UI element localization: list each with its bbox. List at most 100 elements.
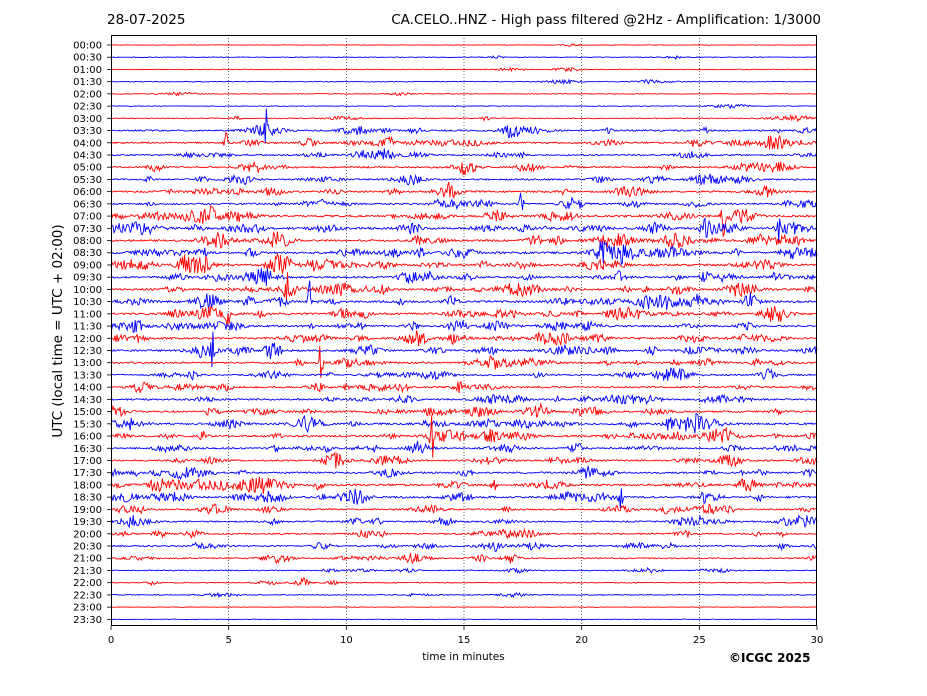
y-tick-label: 12:30 bbox=[73, 346, 102, 357]
y-tick-label: 06:00 bbox=[73, 187, 102, 198]
y-tick-label: 10:30 bbox=[73, 297, 102, 308]
trace-14:00 bbox=[110, 380, 818, 394]
trace-11:00 bbox=[110, 306, 818, 328]
y-tick-label: 16:00 bbox=[73, 432, 102, 443]
x-tick-layer: 0 5 10 15 20 25 30 bbox=[108, 626, 824, 646]
y-tick-label: 05:30 bbox=[73, 175, 102, 186]
trace-08:30 bbox=[110, 241, 818, 266]
y-tick-label: 08:30 bbox=[73, 248, 102, 259]
y-axis-label: UTC (local time = UTC + 02:00) bbox=[50, 224, 66, 437]
trace-00:00 bbox=[110, 43, 818, 47]
trace-04:00 bbox=[110, 131, 818, 150]
y-tick-label: 16:30 bbox=[73, 444, 102, 455]
trace-16:30 bbox=[110, 441, 818, 454]
y-tick-label: 01:30 bbox=[73, 77, 102, 88]
y-tick-label: 20:00 bbox=[73, 529, 102, 540]
y-tick-label: 20:30 bbox=[73, 542, 102, 553]
y-tick-label: 18:30 bbox=[73, 493, 102, 504]
y-tick-label: 11:00 bbox=[73, 309, 102, 320]
trace-09:00 bbox=[110, 252, 818, 274]
y-tick-label: 07:30 bbox=[73, 224, 102, 235]
trace-03:30 bbox=[110, 108, 818, 144]
y-tick-label: 23:00 bbox=[73, 603, 102, 614]
y-tick-label: 13:00 bbox=[73, 358, 102, 369]
trace-21:30 bbox=[110, 566, 817, 574]
trace-22:30 bbox=[110, 591, 817, 599]
y-tick-label: 13:30 bbox=[73, 370, 102, 381]
y-tick-label: 07:00 bbox=[73, 212, 102, 223]
trace-02:00 bbox=[110, 91, 818, 97]
y-tick-label: 03:00 bbox=[73, 114, 102, 125]
trace-13:00 bbox=[110, 346, 818, 378]
y-tick-label: 02:00 bbox=[73, 89, 102, 100]
x-tick-label: 5 bbox=[225, 635, 231, 646]
trace-01:00 bbox=[110, 66, 818, 73]
trace-19:30 bbox=[110, 514, 818, 529]
chart-date: 28-07-2025 bbox=[107, 12, 186, 28]
trace-23:00 bbox=[110, 606, 818, 608]
trace-04:30 bbox=[110, 148, 818, 160]
y-tick-label: 19:00 bbox=[73, 505, 102, 516]
plot-frame bbox=[111, 35, 817, 626]
x-tick-label: 15 bbox=[458, 635, 471, 646]
y-tick-label: 21:30 bbox=[73, 566, 102, 577]
y-tick-label: 14:30 bbox=[73, 395, 102, 406]
trace-11:30 bbox=[110, 319, 818, 333]
trace-23:30 bbox=[111, 618, 818, 621]
y-tick-label: 02:30 bbox=[73, 102, 102, 113]
trace-18:00 bbox=[110, 476, 818, 495]
y-tick-label: 17:00 bbox=[73, 456, 102, 467]
y-tick-label: 03:30 bbox=[73, 126, 102, 137]
trace-07:00 bbox=[110, 204, 818, 237]
x-tick-label: 10 bbox=[340, 635, 353, 646]
y-tick-label: 04:30 bbox=[73, 150, 102, 161]
y-tick-label: 05:00 bbox=[73, 163, 102, 174]
trace-06:00 bbox=[110, 181, 818, 199]
trace-12:30 bbox=[110, 331, 818, 368]
y-tick-label: 00:00 bbox=[73, 41, 102, 52]
y-tick-label: 14:00 bbox=[73, 383, 102, 394]
trace-02:30 bbox=[110, 103, 818, 110]
x-axis-label: time in minutes bbox=[422, 651, 504, 663]
trace-09:30 bbox=[110, 268, 818, 286]
y-tick-label: 18:00 bbox=[73, 480, 102, 491]
y-tick-label: 01:00 bbox=[73, 65, 102, 76]
y-tick-label: 23:30 bbox=[73, 615, 102, 626]
y-tick-label: 19:30 bbox=[73, 517, 102, 528]
trace-20:30 bbox=[110, 541, 818, 553]
copyright-text: ©ICGC 2025 bbox=[729, 651, 811, 665]
y-tick-label: 04:00 bbox=[73, 138, 102, 149]
trace-10:00 bbox=[111, 272, 818, 301]
trace-10:30 bbox=[110, 280, 818, 313]
x-tick-label: 25 bbox=[693, 635, 706, 646]
trace-18:30 bbox=[110, 488, 818, 509]
x-tick-label: 0 bbox=[108, 635, 114, 646]
chart-title: CA.CELO..HNZ - High pass filtered @2Hz -… bbox=[391, 12, 821, 28]
y-tick-label: 22:30 bbox=[73, 590, 102, 601]
y-tick-label: 15:00 bbox=[73, 407, 102, 418]
trace-05:00 bbox=[110, 161, 818, 176]
trace-12:00 bbox=[110, 330, 818, 346]
trace-layer bbox=[110, 43, 818, 621]
grid-layer bbox=[228, 35, 700, 626]
y-tick-label: 12:00 bbox=[73, 334, 102, 345]
trace-16:00 bbox=[110, 414, 818, 458]
trace-22:00 bbox=[110, 577, 818, 587]
trace-17:00 bbox=[111, 451, 818, 469]
trace-15:30 bbox=[110, 412, 818, 434]
trace-05:30 bbox=[110, 173, 818, 186]
trace-21:00 bbox=[110, 553, 818, 565]
trace-19:00 bbox=[110, 503, 818, 515]
x-tick-label: 30 bbox=[811, 635, 824, 646]
trace-06:30 bbox=[110, 192, 818, 211]
trace-20:00 bbox=[110, 527, 818, 540]
y-tick-label: 22:00 bbox=[73, 578, 102, 589]
y-tick-label: 11:30 bbox=[73, 322, 102, 333]
y-tick-label: 00:30 bbox=[73, 53, 102, 64]
y-tick-label: 10:00 bbox=[73, 285, 102, 296]
trace-13:30 bbox=[110, 367, 818, 381]
trace-15:00 bbox=[110, 402, 818, 418]
trace-17:30 bbox=[110, 465, 818, 481]
